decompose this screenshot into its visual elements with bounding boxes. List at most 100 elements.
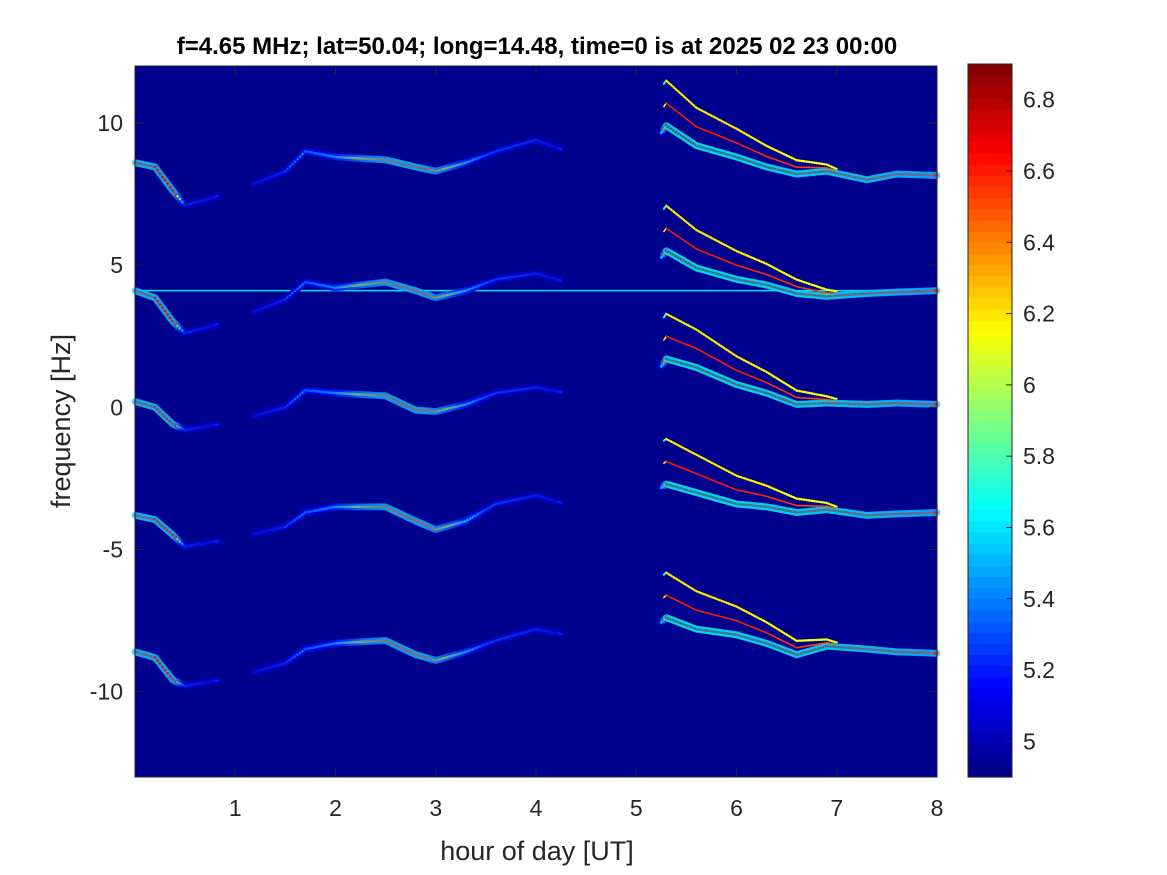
colorbar-band	[968, 609, 1012, 622]
colorbar-band	[968, 710, 1012, 722]
colorbar-band	[968, 175, 1012, 188]
colorbar-band	[968, 431, 1012, 444]
chart-title: f=4.65 MHz; lat=50.04; long=14.48, time=…	[177, 33, 897, 60]
colorbar-band	[968, 375, 1012, 388]
colorbar-band	[968, 554, 1012, 566]
y-tick-label: -5	[103, 536, 123, 562]
colorbar-band	[968, 654, 1012, 667]
trace-segment	[557, 500, 563, 504]
y-axis-label: frequency [Hz]	[46, 334, 76, 508]
colorbar-band	[968, 153, 1012, 165]
colorbar-band	[968, 743, 1012, 756]
colorbar-band	[968, 320, 1012, 332]
colorbar-band	[968, 453, 1012, 466]
colorbar-band	[968, 108, 1012, 121]
colorbar-band	[968, 531, 1012, 544]
colorbar-band	[968, 576, 1012, 589]
trace-4	[131, 571, 941, 690]
colorbar-band	[968, 587, 1012, 600]
y-tick-label: 5	[110, 252, 123, 278]
x-tick-label: 4	[530, 795, 543, 821]
x-tick-label: 6	[730, 795, 743, 821]
colorbar-band	[968, 297, 1012, 310]
colorbar-band	[968, 442, 1012, 455]
colorbar-band	[968, 699, 1012, 711]
colorbar-band	[968, 754, 1012, 767]
colorbar-band	[968, 64, 1012, 76]
colorbar-tick-label: 5.4	[1023, 586, 1055, 612]
colorbar-band	[968, 420, 1012, 433]
colorbar-tick-label: 5.8	[1023, 443, 1055, 469]
colorbar-band	[968, 331, 1012, 344]
colorbar-band	[968, 141, 1012, 154]
heatmap-traces	[131, 79, 941, 690]
colorbar-tick-label: 5.2	[1023, 657, 1055, 683]
colorbar-band	[968, 86, 1012, 99]
colorbar-band	[968, 643, 1012, 656]
colorbar-band	[968, 687, 1012, 700]
colorbar-band	[968, 621, 1012, 633]
colorbar-band	[968, 543, 1012, 555]
colorbar-band	[968, 465, 1012, 477]
colorbar-band	[968, 75, 1012, 87]
trace-segment	[557, 147, 563, 151]
colorbar-band	[968, 342, 1012, 355]
colorbar-band	[968, 398, 1012, 410]
colorbar-band	[968, 498, 1012, 511]
colorbar-band	[968, 286, 1012, 299]
colorbar-band	[968, 598, 1012, 611]
plot-area	[131, 65, 941, 778]
trace-echo-segment	[833, 167, 838, 170]
colorbar-band	[968, 632, 1012, 644]
colorbar-band	[968, 275, 1012, 288]
trace-segment	[213, 194, 219, 199]
x-tick-label: 5	[630, 795, 643, 821]
trace-segment	[557, 278, 563, 282]
colorbar-ticks: 6.8 6.6 6.4 6.2 6 5.8 5.6 5.4 5.2 5	[1006, 87, 1055, 754]
trace-0	[131, 79, 941, 209]
heatmap-background	[135, 66, 937, 777]
colorbar-band	[968, 665, 1012, 678]
colorbar: 6.8 6.6 6.4 6.2 6 5.8 5.6 5.4 5.2 5	[967, 63, 1055, 778]
trace-3	[131, 437, 941, 551]
colorbar-band	[968, 676, 1012, 689]
colorbar-band	[968, 231, 1012, 243]
colorbar-tick-label: 5	[1023, 728, 1036, 754]
colorbar-tick-label: 6.4	[1023, 229, 1055, 255]
colorbar-band	[968, 732, 1012, 745]
colorbar-band	[968, 130, 1012, 143]
x-tick-label: 1	[229, 795, 242, 821]
colorbar-band	[968, 242, 1012, 254]
colorbar-band	[968, 309, 1012, 321]
colorbar-band	[968, 487, 1012, 500]
y-tick-label: 10	[97, 110, 123, 136]
colorbar-band	[968, 97, 1012, 110]
colorbar-band	[968, 509, 1012, 522]
colorbar-frame	[967, 63, 1013, 778]
x-tick-label: 3	[429, 795, 442, 821]
colorbar-band	[968, 164, 1012, 177]
x-axis-label: hour of day [UT]	[440, 836, 634, 866]
colorbar-band	[968, 409, 1012, 422]
colorbar-tick-label: 6.2	[1023, 301, 1055, 327]
y-tick-label: 0	[110, 394, 123, 420]
colorbar-band	[968, 765, 1012, 778]
trace-2	[131, 312, 941, 434]
colorbar-band	[968, 197, 1012, 210]
colorbar-band	[968, 119, 1012, 132]
x-tick-label: 2	[329, 795, 342, 821]
colorbar-band	[968, 353, 1012, 366]
colorbar-band	[968, 565, 1012, 578]
colorbar-band	[968, 264, 1012, 277]
colorbar-band	[968, 186, 1012, 199]
x-axis: 1 2 3 4 5 6 7 8	[229, 66, 944, 821]
colorbar-band	[968, 721, 1012, 734]
colorbar-band	[968, 364, 1012, 377]
y-tick-label: -10	[90, 679, 123, 705]
x-tick-label: 8	[931, 795, 944, 821]
colorbar-band	[968, 520, 1012, 533]
colorbar-band	[968, 476, 1012, 488]
colorbar-tick-label: 6.6	[1023, 158, 1055, 184]
trace-1	[131, 204, 941, 337]
